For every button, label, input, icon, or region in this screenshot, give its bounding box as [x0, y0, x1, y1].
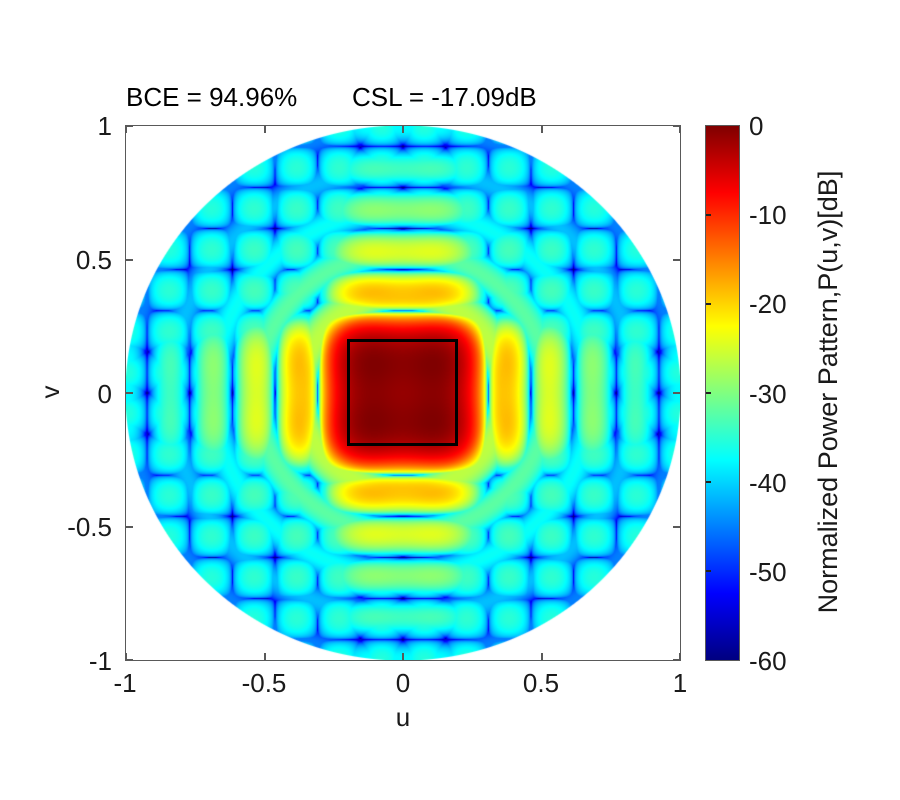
axis-tick-mark	[125, 653, 127, 660]
axis-tick-mark	[402, 653, 404, 660]
x-tick-label: -0.5	[241, 668, 287, 698]
colorbar-tick-mark	[706, 481, 711, 483]
plot-area	[125, 125, 681, 661]
axis-tick-mark	[126, 659, 133, 661]
heatmap-canvas	[126, 126, 680, 660]
colorbar-tick-mark	[706, 303, 711, 305]
axis-tick-mark	[541, 126, 543, 133]
colorbar-tick-label: -60	[749, 646, 787, 676]
axis-tick-mark	[673, 659, 680, 661]
axis-tick-mark	[264, 126, 266, 133]
x-axis-label: u	[395, 702, 411, 732]
x-tick-label: 0	[395, 668, 411, 698]
axis-tick-mark	[126, 259, 133, 261]
axis-tick-mark	[264, 653, 266, 660]
axis-tick-mark	[402, 126, 404, 133]
y-tick-label: 1	[97, 111, 112, 141]
axis-tick-mark	[679, 653, 681, 660]
colorbar-tick-label: -50	[749, 557, 787, 587]
axis-tick-mark	[126, 526, 133, 528]
colorbar-tick-mark	[706, 570, 711, 572]
colorbar	[705, 125, 740, 661]
colorbar-tick-label: -20	[749, 289, 787, 319]
axis-tick-mark	[125, 126, 127, 133]
y-tick-label: -1	[88, 646, 112, 676]
colorbar-tick-mark	[706, 214, 711, 216]
y-axis-label: v	[35, 385, 65, 399]
x-tick-label: -1	[113, 668, 137, 698]
y-tick-label: 0.5	[75, 245, 112, 275]
title-csl: CSL = -17.09dB	[352, 82, 537, 112]
axis-tick-mark	[541, 653, 543, 660]
axis-tick-mark	[673, 526, 680, 528]
colorbar-axis-label: Normalized Power Pattern,P(u,v)[dB]	[813, 170, 843, 614]
axis-tick-mark	[673, 392, 680, 394]
axis-tick-mark	[679, 126, 681, 133]
colorbar-tick-label: -40	[749, 468, 787, 498]
colorbar-tick-label: 0	[749, 111, 764, 141]
title-bce: BCE = 94.96%	[126, 82, 298, 112]
y-tick-label: 0	[97, 379, 112, 409]
colorbar-tick-label: -10	[749, 200, 787, 230]
beam-region-annotation	[347, 339, 458, 446]
y-tick-label: -0.5	[67, 512, 112, 542]
x-tick-label: 0.5	[522, 668, 560, 698]
axis-tick-mark	[673, 125, 680, 127]
axis-tick-mark	[126, 392, 133, 394]
colorbar-tick-mark	[706, 392, 711, 394]
colorbar-tick-label: -30	[749, 379, 787, 409]
axis-tick-mark	[673, 259, 680, 261]
x-tick-label: 1	[672, 668, 688, 698]
axis-tick-mark	[126, 125, 133, 127]
